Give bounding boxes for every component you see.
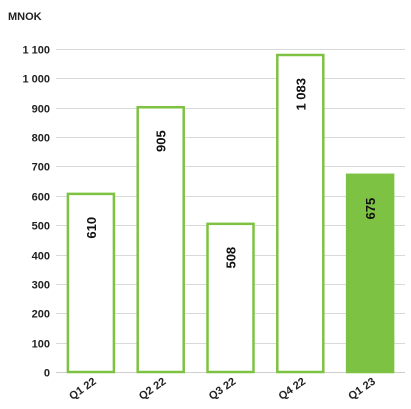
y-tick-label: 500 (32, 221, 50, 233)
y-tick-label: 300 (32, 280, 50, 292)
y-tick-label: 0 (44, 368, 50, 380)
y-tick-label: 400 (32, 251, 50, 263)
data-label: 675 (363, 198, 378, 220)
x-axis-ticks: Q1 22 Q2 22 Q3 22 Q4 22 Q1 23 (67, 376, 378, 403)
y-tick-label: 1 000 (22, 74, 50, 86)
y-tick-label: 700 (32, 162, 50, 174)
y-axis-ticks: 0 100 200 300 400 500 600 700 800 900 1 000 1 100 (22, 45, 50, 380)
x-tick-label: Q1 22 (67, 376, 98, 403)
x-tick-label: Q2 22 (137, 376, 168, 403)
x-tick-label: Q4 22 (277, 376, 308, 403)
data-label: 610 (84, 217, 99, 239)
y-tick-label: 200 (32, 309, 50, 321)
data-label: 905 (154, 130, 169, 152)
y-tick-label: 900 (32, 104, 50, 116)
bar (345, 173, 395, 374)
bar (66, 192, 116, 374)
y-tick-label: 600 (32, 192, 50, 204)
data-label: 1 083 (293, 78, 308, 111)
bars: 610 905 508 1 083 675 (66, 53, 395, 374)
unit-label: MNOK (8, 11, 42, 23)
y-tick-label: 800 (32, 133, 50, 145)
bar (206, 222, 255, 374)
x-tick-label: Q1 23 (346, 376, 377, 403)
bar (276, 53, 325, 374)
data-label: 508 (224, 247, 239, 269)
y-tick-label: 100 (32, 339, 50, 351)
bar (136, 106, 185, 374)
x-tick-label: Q3 22 (207, 376, 238, 403)
y-tick-label: 1 100 (22, 45, 50, 57)
